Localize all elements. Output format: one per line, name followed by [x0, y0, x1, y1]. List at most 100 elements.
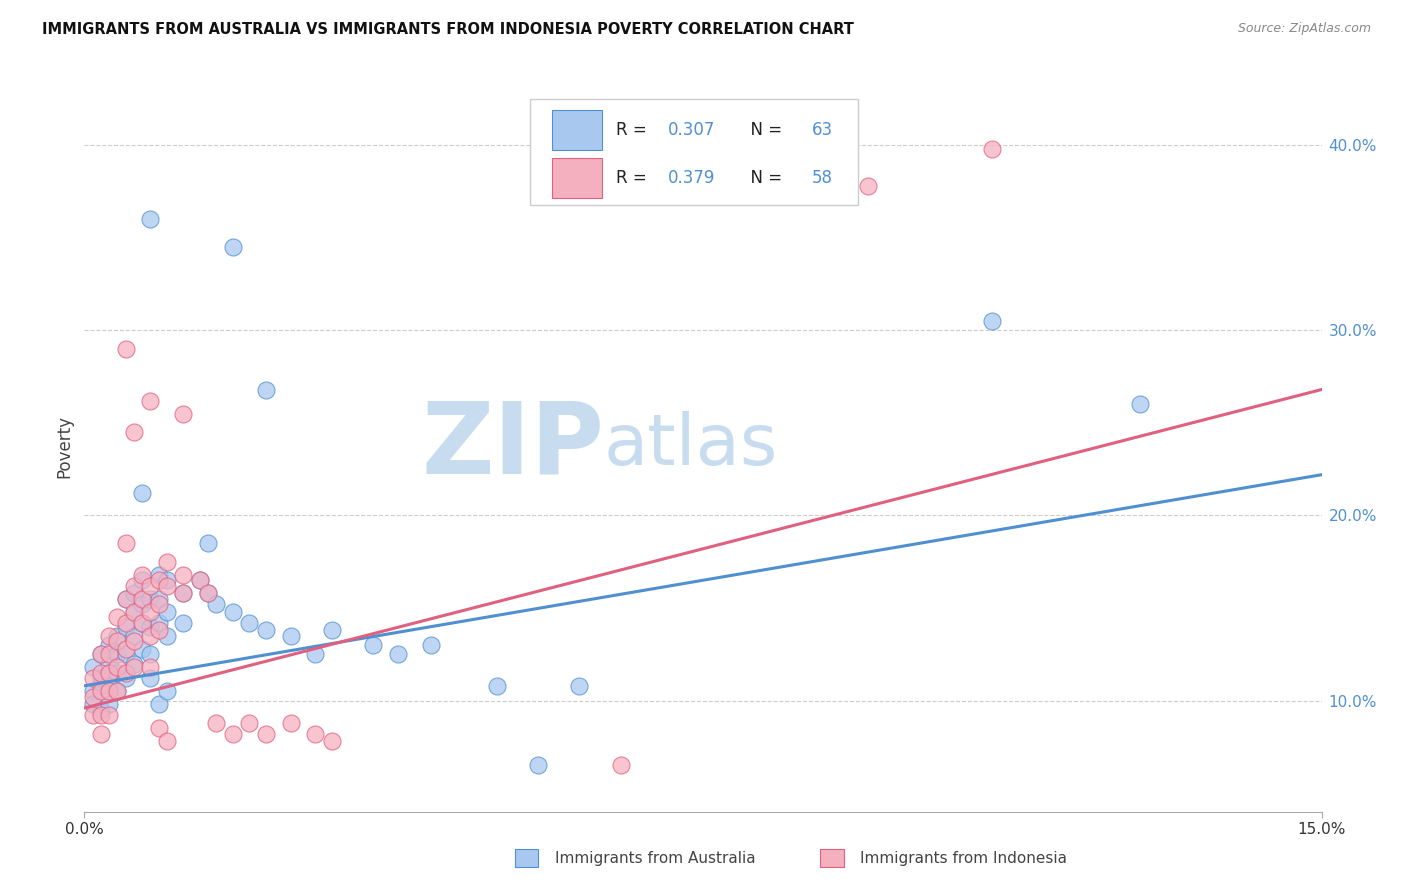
- Point: [122, 629, 145, 643]
- Point: [172, 407, 194, 421]
- Point: [156, 629, 179, 643]
- Text: IMMIGRANTS FROM AUSTRALIA VS IMMIGRANTS FROM INDONESIA POVERTY CORRELATION CHART: IMMIGRANTS FROM AUSTRALIA VS IMMIGRANTS …: [42, 22, 853, 37]
- Point: [98, 698, 121, 712]
- Point: [122, 586, 145, 600]
- Point: [568, 679, 591, 693]
- Point: [254, 624, 277, 638]
- Point: [188, 574, 211, 588]
- Point: [139, 648, 162, 662]
- Text: 0.379: 0.379: [668, 169, 716, 187]
- Point: [148, 624, 170, 638]
- Point: [105, 634, 128, 648]
- Point: [82, 690, 104, 704]
- Point: [90, 665, 112, 680]
- Point: [148, 722, 170, 736]
- FancyBboxPatch shape: [553, 158, 602, 198]
- Point: [114, 536, 136, 550]
- Point: [419, 638, 441, 652]
- Point: [856, 178, 879, 193]
- Point: [90, 648, 112, 662]
- Point: [122, 660, 145, 674]
- Point: [197, 536, 219, 550]
- Point: [321, 624, 343, 638]
- FancyBboxPatch shape: [530, 99, 858, 204]
- Point: [82, 698, 104, 712]
- Point: [609, 758, 631, 772]
- Point: [222, 240, 245, 254]
- Point: [131, 597, 153, 611]
- Point: [98, 629, 121, 643]
- Point: [105, 629, 128, 643]
- Point: [105, 648, 128, 662]
- Point: [82, 660, 104, 674]
- Point: [98, 665, 121, 680]
- Point: [139, 579, 162, 593]
- Point: [90, 648, 112, 662]
- Point: [98, 648, 121, 662]
- Point: [114, 619, 136, 633]
- Point: [387, 648, 409, 662]
- Point: [148, 597, 170, 611]
- Text: 0.307: 0.307: [668, 121, 716, 139]
- Text: Source: ZipAtlas.com: Source: ZipAtlas.com: [1237, 22, 1371, 36]
- Point: [172, 567, 194, 582]
- Point: [139, 212, 162, 227]
- Point: [139, 660, 162, 674]
- Point: [114, 342, 136, 356]
- Text: Immigrants from Australia: Immigrants from Australia: [555, 851, 756, 865]
- Point: [114, 591, 136, 606]
- Point: [139, 393, 162, 408]
- Point: [361, 638, 384, 652]
- Point: [122, 579, 145, 593]
- Point: [139, 591, 162, 606]
- Point: [90, 684, 112, 698]
- Point: [1129, 397, 1152, 411]
- Point: [148, 698, 170, 712]
- Point: [254, 727, 277, 741]
- Point: [131, 615, 153, 630]
- Point: [131, 567, 153, 582]
- Point: [238, 715, 260, 730]
- Point: [139, 672, 162, 686]
- Point: [114, 641, 136, 656]
- Point: [90, 708, 112, 723]
- Point: [82, 708, 104, 723]
- Point: [105, 684, 128, 698]
- Text: N =: N =: [740, 169, 787, 187]
- Point: [114, 648, 136, 662]
- Text: 58: 58: [811, 169, 832, 187]
- Point: [321, 734, 343, 748]
- Point: [156, 734, 179, 748]
- Point: [98, 684, 121, 698]
- Point: [90, 679, 112, 693]
- Point: [205, 597, 228, 611]
- Point: [122, 605, 145, 619]
- Point: [98, 708, 121, 723]
- Point: [131, 574, 153, 588]
- Bar: [820, 849, 844, 867]
- Point: [122, 425, 145, 439]
- Point: [148, 567, 170, 582]
- Point: [105, 684, 128, 698]
- Point: [156, 605, 179, 619]
- Point: [148, 574, 170, 588]
- Point: [105, 665, 128, 680]
- Point: [131, 486, 153, 500]
- Point: [90, 672, 112, 686]
- Bar: [515, 849, 538, 867]
- Point: [238, 615, 260, 630]
- Point: [105, 660, 128, 674]
- FancyBboxPatch shape: [553, 111, 602, 151]
- Point: [82, 672, 104, 686]
- Point: [280, 715, 302, 730]
- Point: [114, 591, 136, 606]
- Point: [131, 641, 153, 656]
- Point: [105, 610, 128, 624]
- Text: ZIP: ZIP: [422, 398, 605, 494]
- Point: [254, 383, 277, 397]
- Point: [172, 586, 194, 600]
- Point: [172, 615, 194, 630]
- Point: [131, 615, 153, 630]
- Text: R =: R =: [616, 121, 652, 139]
- Point: [90, 703, 112, 717]
